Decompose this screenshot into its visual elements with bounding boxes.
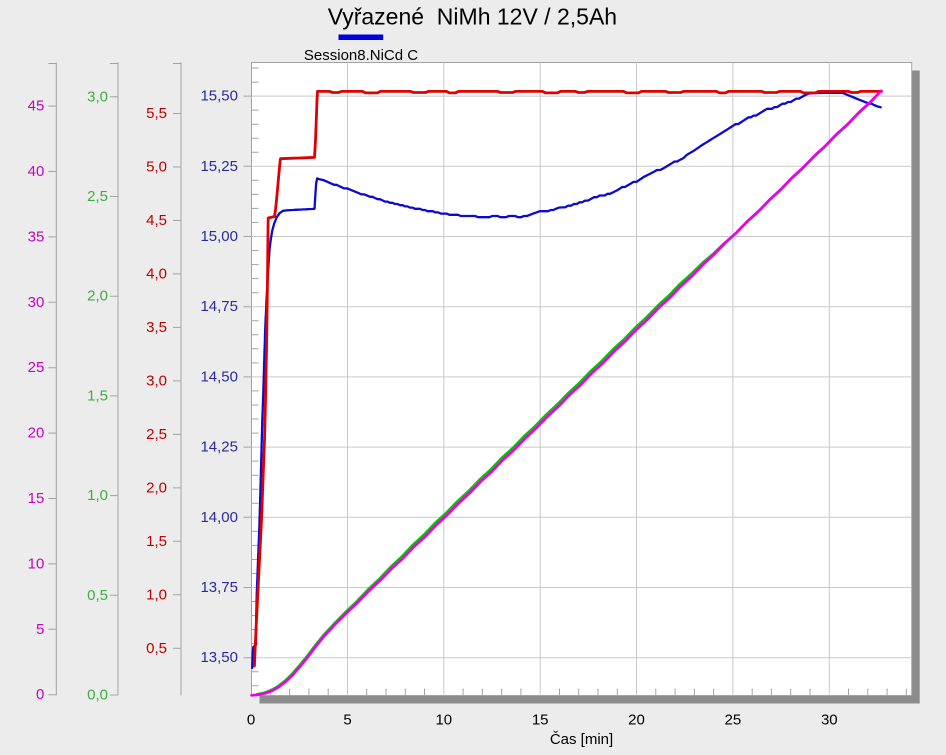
svg-text:10: 10: [435, 712, 452, 729]
svg-text:10: 10: [28, 555, 45, 572]
svg-text:15: 15: [28, 490, 45, 507]
svg-text:2,5: 2,5: [146, 426, 167, 443]
svg-text:4,0: 4,0: [146, 265, 167, 282]
svg-text:14,00: 14,00: [200, 509, 238, 526]
svg-text:2,5: 2,5: [87, 188, 108, 205]
svg-text:30: 30: [821, 712, 838, 729]
svg-text:0,5: 0,5: [146, 640, 167, 657]
svg-text:20: 20: [28, 425, 45, 442]
svg-text:1,0: 1,0: [146, 586, 167, 603]
svg-text:14,50: 14,50: [200, 368, 238, 385]
svg-text:5: 5: [36, 621, 44, 638]
svg-text:15,00: 15,00: [200, 228, 238, 245]
svg-text:30: 30: [28, 294, 45, 311]
svg-text:15,50: 15,50: [200, 88, 238, 105]
svg-text:3,0: 3,0: [146, 372, 167, 389]
svg-text:45: 45: [28, 98, 45, 115]
svg-text:5,5: 5,5: [146, 105, 167, 122]
svg-text:13,75: 13,75: [200, 579, 238, 596]
svg-text:5,0: 5,0: [146, 159, 167, 176]
svg-text:14,25: 14,25: [200, 439, 238, 456]
svg-text:25: 25: [725, 712, 742, 729]
svg-text:2,0: 2,0: [87, 288, 108, 305]
svg-text:0,5: 0,5: [87, 587, 108, 604]
svg-text:3,0: 3,0: [87, 88, 108, 105]
svg-text:40: 40: [28, 163, 45, 180]
svg-text:14,75: 14,75: [200, 298, 238, 315]
svg-text:1,5: 1,5: [146, 533, 167, 550]
svg-text:15: 15: [532, 712, 549, 729]
svg-text:4,5: 4,5: [146, 212, 167, 229]
svg-text:0: 0: [36, 686, 44, 703]
svg-text:Čas [min]: Čas [min]: [550, 731, 613, 748]
svg-text:Vyřazené NiMh 12V / 2,5Ah: Vyřazené NiMh 12V / 2,5Ah: [328, 4, 617, 30]
svg-text:3,5: 3,5: [146, 319, 167, 336]
svg-text:25: 25: [28, 359, 45, 376]
svg-text:Session8.NiCd C: Session8.NiCd C: [304, 47, 418, 64]
svg-text:20: 20: [628, 712, 645, 729]
svg-text:0,0: 0,0: [87, 687, 108, 704]
svg-text:15,25: 15,25: [200, 158, 238, 175]
svg-text:0: 0: [247, 712, 255, 729]
svg-text:13,50: 13,50: [200, 649, 238, 666]
svg-text:5: 5: [343, 712, 351, 729]
svg-text:1,5: 1,5: [87, 387, 108, 404]
svg-text:2,0: 2,0: [146, 479, 167, 496]
svg-text:1,0: 1,0: [87, 487, 108, 504]
svg-text:35: 35: [28, 228, 45, 245]
